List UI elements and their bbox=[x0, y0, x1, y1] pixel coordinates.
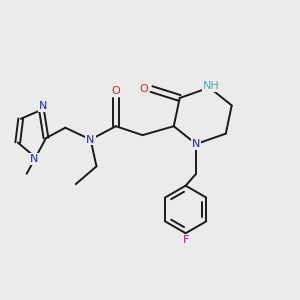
Text: O: O bbox=[140, 84, 148, 94]
Text: N: N bbox=[39, 101, 47, 111]
Text: N: N bbox=[30, 154, 38, 164]
Text: F: F bbox=[182, 235, 189, 245]
Text: N: N bbox=[86, 135, 95, 145]
Text: N: N bbox=[192, 139, 200, 149]
Text: O: O bbox=[111, 86, 120, 96]
Text: NH: NH bbox=[202, 81, 219, 91]
